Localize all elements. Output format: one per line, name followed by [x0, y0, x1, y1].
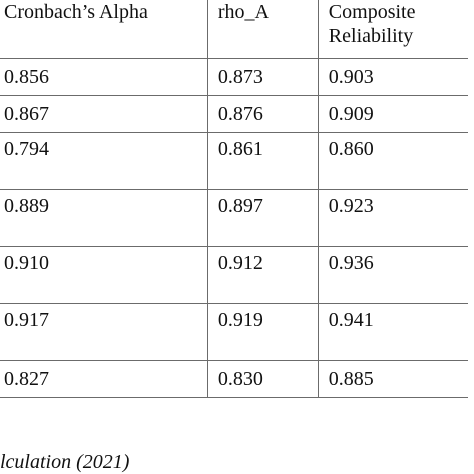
header-composite-line: Composite [328, 1, 416, 23]
cell-rho: 0.861 [207, 132, 319, 190]
cell-rho: 0.912 [207, 246, 319, 304]
cell-rho: 0.830 [207, 360, 319, 398]
cell-composite: 0.923 [318, 189, 468, 247]
table-row: 0.794 0.861 0.860 [0, 132, 468, 190]
cell-composite: 0.903 [318, 58, 468, 96]
cell-composite: 0.909 [318, 95, 468, 133]
cell-composite: 0.936 [318, 246, 468, 304]
table-header-row: Cronbach’s Alpha rho_A Composite Reliabi… [0, 0, 468, 59]
cell-composite: 0.885 [318, 360, 468, 398]
cell-rho: 0.876 [207, 95, 319, 133]
cell-rho: 0.873 [207, 58, 319, 96]
header-reliability-line: Reliability [328, 25, 414, 47]
table-row: 0.917 0.919 0.941 [0, 303, 468, 361]
table-row: 0.889 0.897 0.923 [0, 189, 468, 247]
cell-alpha: 0.910 [0, 246, 208, 304]
table-row: 0.867 0.876 0.909 [0, 95, 468, 133]
cell-alpha: 0.889 [0, 189, 208, 247]
cell-rho: 0.897 [207, 189, 319, 247]
header-cronbachs-alpha: Cronbach’s Alpha [0, 0, 208, 59]
table-row: 0.856 0.873 0.903 [0, 58, 468, 96]
source-note: lculation (2021) [0, 451, 130, 473]
reliability-table: Cronbach’s Alpha rho_A Composite Reliabi… [0, 0, 468, 398]
cell-alpha: 0.794 [0, 132, 208, 190]
table-row: 0.827 0.830 0.885 [0, 360, 468, 398]
header-rho-a: rho_A [207, 0, 319, 59]
cell-alpha: 0.856 [0, 58, 208, 96]
cell-composite: 0.860 [318, 132, 468, 190]
cell-composite: 0.941 [318, 303, 468, 361]
cell-alpha: 0.827 [0, 360, 208, 398]
cell-rho: 0.919 [207, 303, 319, 361]
header-composite-reliability: Composite Reliability [318, 0, 468, 59]
cell-alpha: 0.867 [0, 95, 208, 133]
table-row: 0.910 0.912 0.936 [0, 246, 468, 304]
cell-alpha: 0.917 [0, 303, 208, 361]
